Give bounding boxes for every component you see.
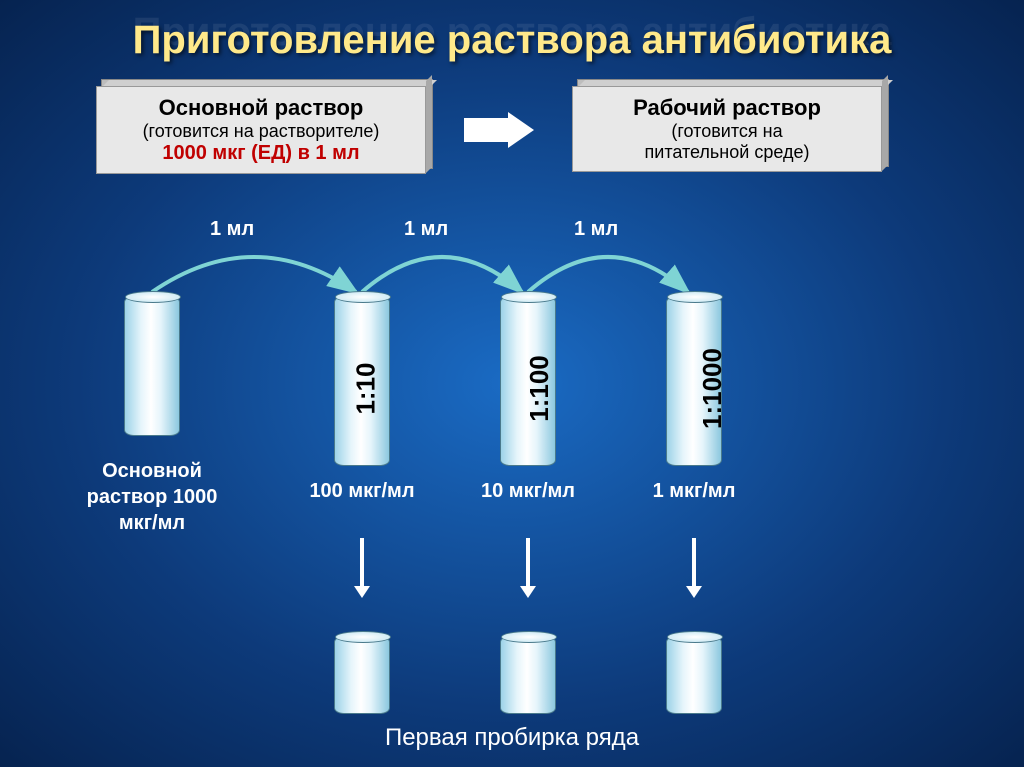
down-arrow xyxy=(692,538,696,588)
label-stock: Основной раствор 1000 мкг/мл xyxy=(72,458,232,536)
down-arrow xyxy=(526,538,530,588)
ratio-label: 1:1000 xyxy=(697,348,728,429)
concentration-label: 100 мкг/мл xyxy=(302,480,422,503)
ratio-label: 1:10 xyxy=(351,362,382,414)
concentration-label: 10 мкг/мл xyxy=(468,480,588,503)
transfer-volume-label: 1 мл xyxy=(404,218,448,241)
down-arrow xyxy=(360,538,364,588)
tube-bottom xyxy=(500,636,556,714)
footer-label: Первая пробирка ряда xyxy=(0,724,1024,752)
tube-bottom xyxy=(666,636,722,714)
concentration-label: 1 мкг/мл xyxy=(634,480,754,503)
transfer-volume-label: 1 мл xyxy=(210,218,254,241)
tube-stock xyxy=(124,296,180,436)
ratio-label: 1:100 xyxy=(524,355,555,422)
transfer-volume-label: 1 мл xyxy=(574,218,618,241)
tube-bottom xyxy=(334,636,390,714)
